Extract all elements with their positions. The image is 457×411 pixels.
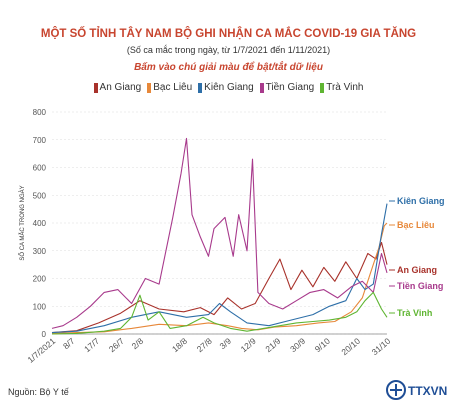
x-tick-label: 26/7 xyxy=(107,336,126,354)
legend-item[interactable]: Tiền Giang xyxy=(259,82,315,93)
legend-label: An Giang xyxy=(99,82,142,93)
x-tick-label: 31/10 xyxy=(370,336,393,358)
x-tick-label: 9/10 xyxy=(313,336,332,354)
legend-swatch xyxy=(147,82,152,93)
y-tick-label: 700 xyxy=(33,136,47,145)
y-tick-label: 200 xyxy=(33,275,47,284)
legend-hint: Bấm vào chú giải màu để bật/tắt dữ liệu xyxy=(134,62,323,73)
y-tick-label: 100 xyxy=(33,302,47,311)
legend-item[interactable]: Bạc Liêu xyxy=(147,82,192,93)
logo-text: TTXVN xyxy=(408,384,447,398)
x-tick-label: 18/8 xyxy=(170,336,189,354)
y-tick-label: 600 xyxy=(33,164,47,173)
y-tick-label: 400 xyxy=(33,219,47,228)
x-tick-label: 2/8 xyxy=(130,336,146,351)
y-tick-label: 500 xyxy=(33,191,47,200)
legend-swatch xyxy=(320,82,325,93)
x-tick-label: 12/9 xyxy=(239,336,258,354)
ttxvn-logo: TTXVN xyxy=(386,380,447,400)
legend-swatch xyxy=(259,82,264,93)
x-tick-label: 21/9 xyxy=(263,336,282,354)
y-tick-label: 800 xyxy=(33,108,47,117)
chart-title: MỘT SỐ TỈNH TÂY NAM BỘ GHI NHẬN CA MẮC C… xyxy=(40,28,417,40)
end-label: Tiền Giang xyxy=(397,281,443,291)
x-tick-label: 1/7/2021 xyxy=(26,336,58,365)
line-chart: 0 100 200 300 400 500 600 700 800 SỐ CA MẮC TRONG… xyxy=(18,108,445,365)
x-tick-label: 27/8 xyxy=(195,336,214,354)
y-tick-label: 0 xyxy=(42,330,47,339)
end-label: An Giang xyxy=(397,265,437,275)
legend-label: Tiền Giang xyxy=(265,82,315,93)
end-label: Kiên Giang xyxy=(397,196,445,206)
legend-item[interactable]: Trà Vinh xyxy=(320,82,363,93)
x-tick-label: 20/10 xyxy=(339,336,362,358)
x-tick-label: 17/7 xyxy=(82,336,101,354)
legend-swatch xyxy=(93,82,98,93)
legend-item[interactable]: An Giang xyxy=(93,82,142,93)
x-tick-label: 30/9 xyxy=(288,336,307,354)
end-label: Bạc Liêu xyxy=(397,220,435,230)
end-label: Trà Vinh xyxy=(397,308,432,318)
legend-label: Kiên Giang xyxy=(204,82,254,93)
y-axis-label: SỐ CA MẮC TRONG NGÀY xyxy=(18,185,26,260)
x-tick-label: 8/7 xyxy=(61,336,77,351)
series-line-5 xyxy=(51,291,388,335)
legend-item[interactable]: Kiên Giang xyxy=(198,82,254,93)
legend-label: Bạc Liêu xyxy=(153,82,193,93)
legend-label: Trà Vinh xyxy=(326,82,364,93)
series-line-3 xyxy=(51,203,388,334)
legend: An Giang Bạc Liêu Kiên Giang Tiền Giang Trà … xyxy=(0,82,457,93)
source-note: Nguồn: Bộ Y tế xyxy=(8,387,69,397)
legend-swatch xyxy=(198,82,203,93)
series-line-4 xyxy=(51,137,388,329)
x-tick-label: 3/9 xyxy=(218,336,234,351)
chart-subtitle: (Số ca mắc trong ngày, từ 1/7/2021 đến 1… xyxy=(126,45,331,55)
y-tick-label: 300 xyxy=(33,247,47,256)
